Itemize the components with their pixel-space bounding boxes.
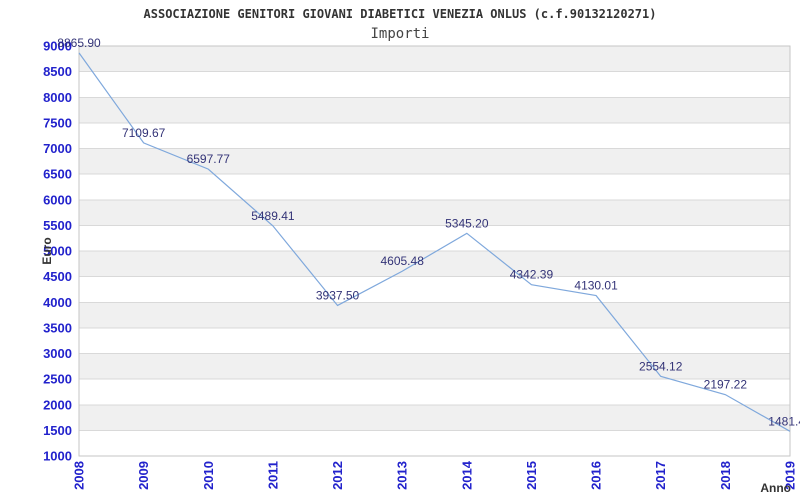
y-tick-label: 5000 [43, 244, 72, 259]
y-tick-label: 2000 [43, 397, 72, 412]
x-tick-label: 2013 [395, 461, 410, 490]
chart-line [78, 52, 791, 432]
x-tick-label: 2009 [136, 461, 151, 490]
y-tick-label: 4000 [43, 295, 72, 310]
y-tick-label: 7000 [43, 141, 72, 156]
x-tick-label: 2010 [201, 461, 216, 490]
y-axis-title: Euro [40, 237, 54, 264]
x-tick-label: 2014 [459, 460, 474, 490]
y-tick-label: 8000 [43, 90, 72, 105]
y-tick-label: 6000 [43, 192, 72, 207]
y-tick-label: 8500 [43, 64, 72, 79]
plot-border [78, 45, 791, 457]
x-tick-label: 2012 [330, 461, 345, 490]
y-tick-label: 4500 [43, 269, 72, 284]
point-label: 1481.44 [768, 414, 800, 428]
y-tick-label: 1500 [43, 423, 72, 438]
y-tick-label: 1000 [43, 449, 72, 464]
point-label: 2554.12 [639, 359, 683, 373]
grid-band [79, 302, 790, 328]
grid-band [79, 46, 790, 72]
grid-band [79, 353, 790, 380]
x-tick-label: 2015 [524, 461, 539, 490]
x-tick-label: 2011 [265, 461, 280, 489]
y-tick-label: 3500 [43, 320, 72, 335]
x-tick-label: 2018 [718, 461, 733, 490]
x-axis-title: Anno [760, 481, 791, 495]
x-tick-label: 2017 [653, 461, 668, 490]
point-label: 4130.01 [574, 279, 618, 293]
chart-title: ASSOCIAZIONE GENITORI GIOVANI DIABETICI … [143, 7, 657, 21]
y-tick-label: 9000 [43, 39, 72, 54]
x-tick-label: 2019 [783, 461, 798, 490]
point-label: 4605.48 [380, 254, 424, 268]
grid-band [79, 148, 790, 175]
point-label: 5345.20 [445, 216, 489, 230]
point-label: 2197.22 [704, 378, 748, 392]
y-tick-label: 3000 [43, 346, 72, 361]
x-tick-label: 2016 [589, 461, 604, 490]
point-label: 7109.67 [122, 126, 166, 140]
y-tick-label: 5500 [43, 218, 72, 233]
y-tick-label: 2500 [43, 372, 72, 387]
point-label: 4342.39 [510, 268, 554, 282]
grid-band [79, 199, 790, 226]
y-tick-label: 7500 [43, 115, 72, 130]
grid-band [79, 251, 790, 277]
grid-band [79, 97, 790, 123]
point-label: 6597.77 [187, 152, 231, 166]
x-tick-label: 2008 [72, 461, 87, 490]
point-label: 5489.41 [251, 209, 295, 223]
point-label: 3937.50 [316, 288, 360, 302]
point-label: 8865.90 [57, 36, 101, 50]
grid-band [79, 404, 790, 431]
y-tick-label: 6500 [43, 167, 72, 182]
chart-subtitle: Importi [370, 26, 430, 42]
